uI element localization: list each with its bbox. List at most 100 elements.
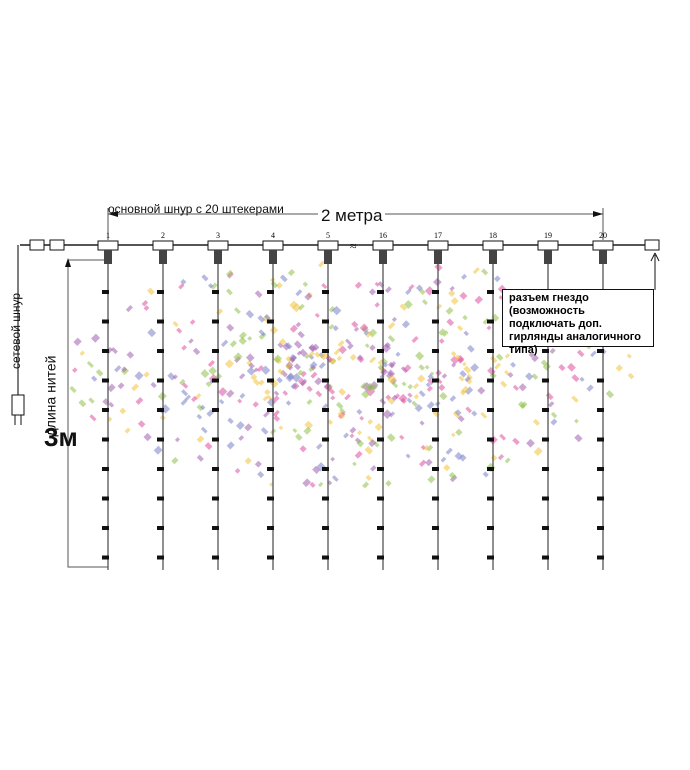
decor-dot — [443, 464, 451, 472]
decor-dot — [474, 295, 483, 305]
decor-dot — [143, 432, 152, 442]
bulb — [157, 378, 164, 383]
bulb — [267, 496, 274, 501]
decor-dot — [495, 353, 504, 362]
bulb — [542, 496, 549, 501]
decor-dot — [405, 453, 411, 459]
decor-dot — [579, 376, 585, 382]
decor-dot — [273, 390, 280, 397]
decor-dot — [254, 460, 262, 468]
decor-dot — [224, 359, 234, 369]
decor-dot — [500, 380, 508, 388]
decor-dot — [260, 427, 269, 435]
decor-dot — [401, 381, 407, 387]
decor-dot — [450, 351, 457, 357]
decor-dot — [423, 444, 430, 451]
decor-dot — [349, 353, 357, 361]
decor-dot — [312, 465, 321, 474]
bulb — [212, 526, 219, 530]
decor-dot — [449, 285, 455, 292]
decor-dot — [216, 308, 224, 316]
decor-dot — [292, 428, 298, 434]
decor-dot — [335, 401, 344, 410]
bulb — [377, 555, 384, 560]
decor-dot — [238, 331, 247, 340]
decor-dot — [257, 470, 265, 479]
decor-dot — [285, 400, 292, 406]
decor-dot — [426, 401, 435, 410]
bulb — [432, 437, 439, 442]
decor-dot — [134, 371, 144, 381]
bulb — [267, 349, 274, 353]
decor-dot — [548, 401, 555, 408]
bulb — [377, 290, 384, 294]
bulb — [322, 408, 329, 412]
decor-dot — [542, 362, 551, 371]
bulb — [322, 290, 329, 294]
bulb — [432, 408, 439, 412]
decor-dot — [510, 361, 516, 368]
decor-dot — [361, 390, 370, 399]
bulb — [377, 526, 384, 530]
decor-dot — [107, 383, 116, 393]
decor-dot — [78, 399, 87, 408]
decor-dot — [287, 268, 296, 277]
decor-dot — [204, 442, 213, 450]
decor-dot — [91, 333, 101, 343]
strand-plug — [324, 250, 332, 264]
decor-dot — [125, 305, 133, 313]
decor-dot — [108, 401, 115, 408]
width-label: 2 метра — [318, 206, 386, 226]
decor-dot — [590, 350, 597, 358]
decor-dot — [338, 345, 347, 355]
decor-dot — [525, 372, 534, 381]
decor-dot — [306, 385, 313, 393]
decor-dot — [315, 390, 323, 398]
decor-dot — [359, 323, 369, 333]
decor-dot — [309, 481, 316, 488]
decor-dot — [196, 454, 204, 462]
decor-dot — [454, 451, 463, 461]
decor-dot — [174, 437, 180, 443]
decor-dot — [184, 394, 192, 402]
bulb — [542, 526, 549, 530]
decor-dot — [615, 364, 623, 372]
decor-dot — [314, 351, 321, 358]
bulb — [322, 467, 329, 471]
strand-plug — [434, 250, 442, 264]
bulb — [267, 437, 274, 442]
decor-dot — [526, 438, 535, 448]
strand-plug — [214, 250, 222, 264]
decor-dot — [147, 328, 157, 338]
bulb — [322, 319, 329, 324]
strand-number: 1 — [106, 231, 110, 240]
decor-dot — [264, 388, 271, 396]
decor-dot — [143, 305, 150, 311]
decor-dot — [88, 397, 95, 404]
decor-dot — [234, 468, 241, 474]
decor-dot — [336, 355, 343, 362]
decor-dot — [459, 454, 467, 462]
bulb — [212, 349, 219, 353]
decor-dot — [459, 370, 467, 378]
decor-dot — [208, 366, 218, 376]
decor-dot — [264, 313, 271, 321]
bulb — [377, 408, 384, 412]
decor-dot — [308, 350, 315, 358]
decor-dot — [549, 347, 556, 355]
decor-dot — [450, 297, 459, 306]
decor-dot — [384, 286, 392, 294]
decor-dot — [318, 481, 324, 488]
decor-dot — [382, 409, 393, 420]
decor-dot — [276, 376, 283, 384]
decor-dot — [293, 340, 303, 349]
decor-dot — [627, 372, 635, 380]
decor-dot — [494, 362, 502, 370]
bulb — [597, 437, 604, 442]
strand-number: 2 — [161, 231, 165, 240]
decor-dot — [331, 305, 342, 316]
bulb — [487, 349, 494, 353]
bulb — [432, 555, 439, 560]
decor-dot — [345, 338, 352, 345]
decor-dot — [438, 328, 446, 336]
